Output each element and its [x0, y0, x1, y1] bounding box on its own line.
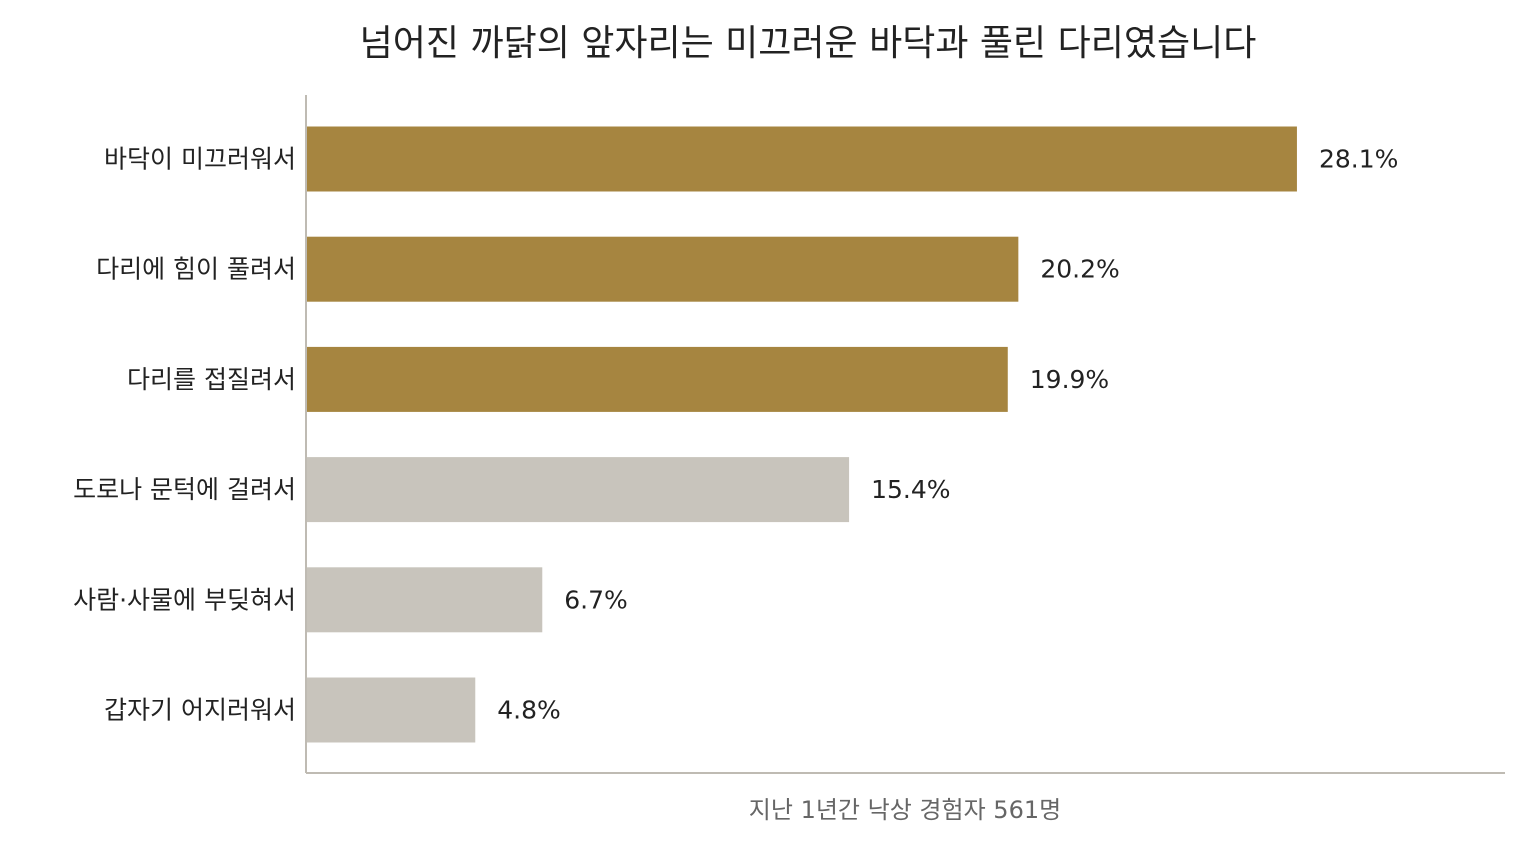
category-label-4: 도로나 문턱에 걸려서 [73, 475, 296, 504]
value-labels-group: 28.1% 20.2% 19.9% 15.4% 6.7% 4.8% [497, 145, 1398, 725]
bar-5 [307, 567, 543, 633]
category-label-1: 바닥이 미끄러워서 [104, 145, 296, 174]
bar-2 [307, 236, 1019, 302]
bar-6 [307, 677, 476, 743]
chart-title: 넘어진 까닭의 앞자리는 미끄러운 바닥과 풀린 다리였습니다 [360, 23, 1257, 64]
bars-group [307, 126, 1297, 743]
bar-3 [307, 346, 1008, 412]
category-label-6: 갑자기 어지러워서 [104, 696, 296, 725]
value-label-6: 4.8% [497, 696, 561, 725]
value-label-4: 15.4% [871, 475, 950, 504]
category-label-3: 다리를 접질려서 [127, 365, 296, 394]
x-axis-label: 지난 1년간 낙상 경험자 561명 [749, 796, 1061, 824]
category-label-5: 사람·사물에 부딪혀서 [73, 585, 296, 614]
bar-4 [307, 457, 850, 523]
value-label-2: 20.2% [1040, 255, 1119, 284]
value-label-1: 28.1% [1319, 145, 1398, 174]
value-label-3: 19.9% [1030, 365, 1109, 394]
bar-1 [307, 126, 1297, 192]
value-label-5: 6.7% [564, 585, 628, 614]
category-label-2: 다리에 힘이 풀려서 [96, 255, 296, 284]
